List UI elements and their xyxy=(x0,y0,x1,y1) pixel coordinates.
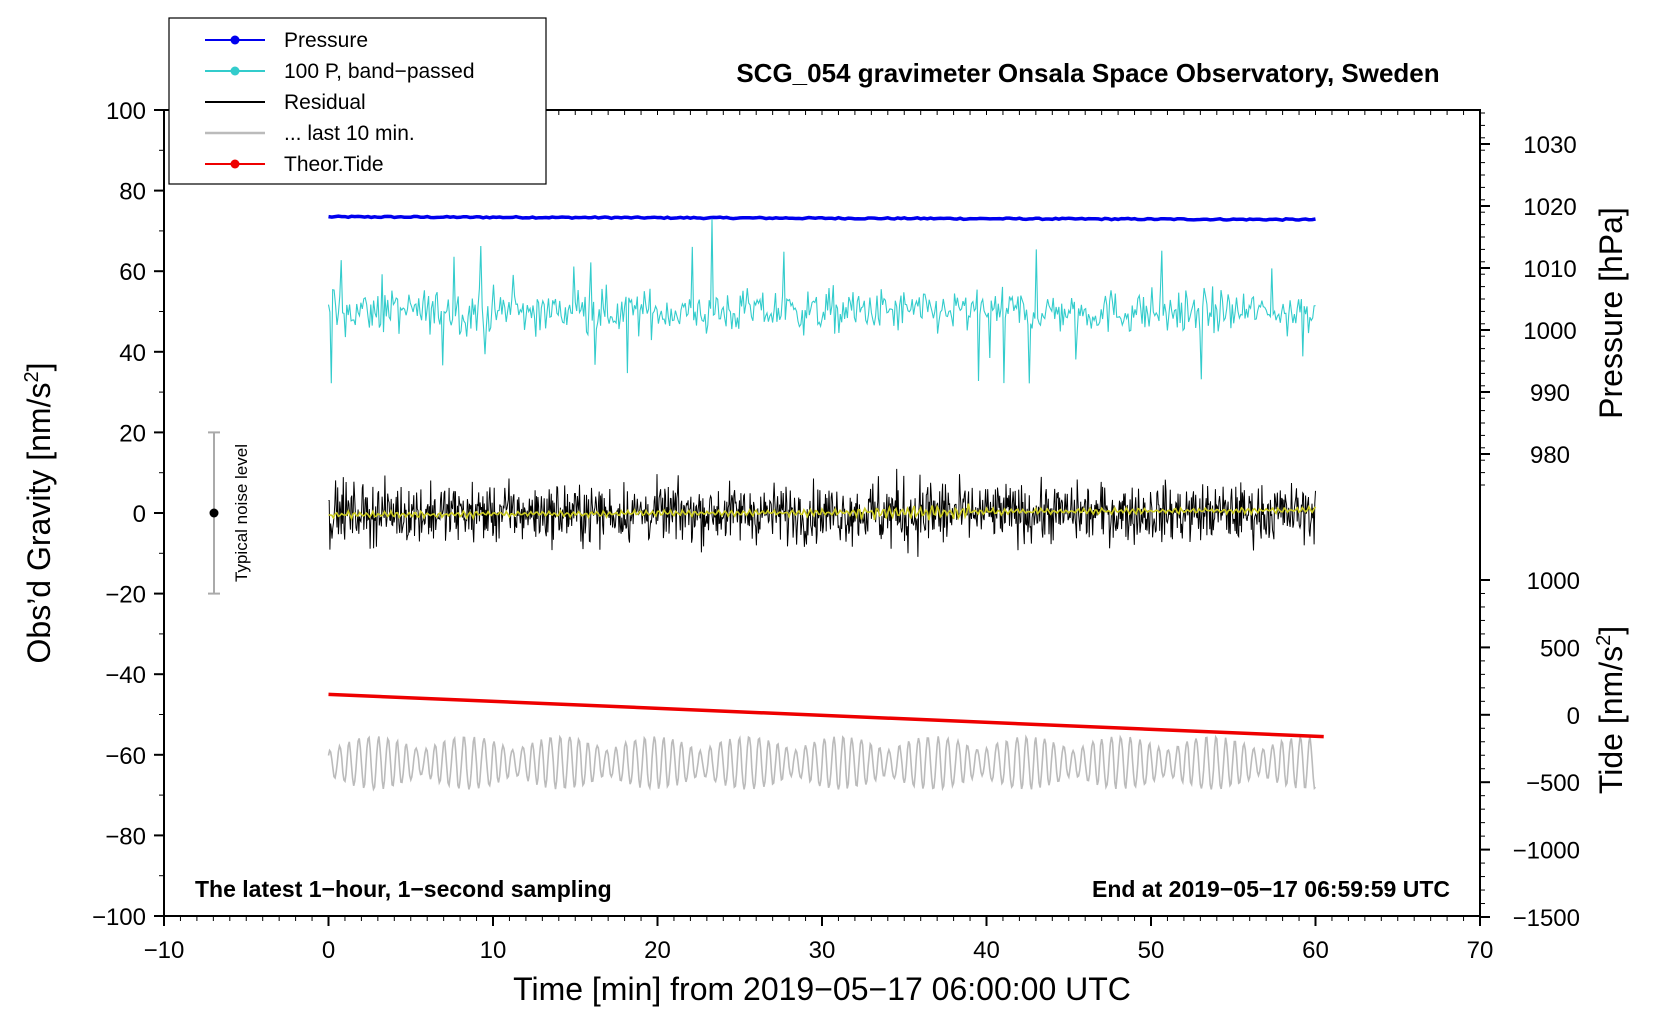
series-theor-tide xyxy=(328,692,1324,739)
x-tick-label: 40 xyxy=(973,937,1000,964)
tide-tick-label: 0 xyxy=(1567,703,1580,730)
chart-title: SCG_054 gravimeter Onsala Space Observat… xyxy=(736,58,1439,88)
footer-right-note: End at 2019−05−17 06:59:59 UTC xyxy=(1092,876,1450,902)
tide-tick-label: −1000 xyxy=(1513,838,1580,865)
legend: Pressure 100 P, band−passed Residual ... la… xyxy=(168,17,547,185)
legend-marker xyxy=(230,159,240,169)
x-tick-label: 60 xyxy=(1302,937,1329,964)
legend-label: 100 P, band−passed xyxy=(284,60,475,83)
axis-ticks: −10 0 10 20 30 40 50 60 70100806040200−20−40−60−… xyxy=(92,98,1580,964)
tide-tick-label: 1000 xyxy=(1527,568,1580,595)
tide-axis-label: Tide [nm/s2] xyxy=(1593,626,1629,794)
y-axis-label: Obs’d Gravity [nm/s2] xyxy=(21,363,57,664)
x-tick-label: 70 xyxy=(1467,937,1494,964)
legend-label: Theor.Tide xyxy=(284,153,384,176)
noise-label: Typical noise level xyxy=(232,444,251,582)
x-tick-label: 20 xyxy=(644,937,671,964)
x-tick-label: 10 xyxy=(480,937,507,964)
y-tick-label: 40 xyxy=(119,340,146,367)
x-tick-label: −10 xyxy=(144,937,185,964)
legend-marker xyxy=(230,35,240,45)
tide-tick-label: 500 xyxy=(1540,635,1580,662)
x-tick-label: 30 xyxy=(809,937,836,964)
x-tick-label: 0 xyxy=(322,937,335,964)
series-last-10-min xyxy=(327,734,1317,792)
noise-level-indicator: Typical noise level xyxy=(208,431,251,595)
footer-left-note: The latest 1−hour, 1−second sampling xyxy=(195,876,612,902)
y-tick-label: −80 xyxy=(105,823,146,850)
data-series xyxy=(327,214,1324,792)
pressure-tick-label: 1030 xyxy=(1523,132,1576,159)
pressure-tick-label: 1020 xyxy=(1523,194,1576,221)
noise-dot xyxy=(209,508,219,518)
y-tick-label: −40 xyxy=(105,662,146,689)
legend-label: Residual xyxy=(284,91,366,114)
y-tick-label: 100 xyxy=(106,98,146,125)
y-tick-label: −60 xyxy=(105,743,146,770)
x-tick-label: 50 xyxy=(1138,937,1165,964)
series-pressure xyxy=(328,214,1316,223)
pressure-tick-label: 990 xyxy=(1530,380,1570,407)
tide-tick-label: −1500 xyxy=(1513,905,1580,932)
y-tick-label: 20 xyxy=(119,420,146,447)
pressure-tick-label: 980 xyxy=(1530,442,1570,469)
legend-label: Pressure xyxy=(284,29,368,52)
pressure-tick-label: 1010 xyxy=(1523,256,1576,283)
tide-tick-label: −500 xyxy=(1526,770,1580,797)
y-tick-label: −100 xyxy=(92,904,146,931)
y-tick-label: 60 xyxy=(119,259,146,286)
y-tick-label: 80 xyxy=(119,179,146,206)
pressure-tick-label: 1000 xyxy=(1523,318,1576,345)
series-pressure-bandpassed xyxy=(327,218,1316,384)
y-tick-label: −20 xyxy=(105,582,146,609)
legend-marker xyxy=(230,66,240,76)
series-residual-smoothed xyxy=(328,503,1317,521)
x-axis-label: Time [min] from 2019−05−17 06:00:00 UTC xyxy=(513,971,1131,1007)
y-tick-label: 0 xyxy=(133,501,146,528)
legend-label: ... last 10 min. xyxy=(284,122,415,145)
pressure-axis-label: Pressure [hPa] xyxy=(1593,207,1629,419)
